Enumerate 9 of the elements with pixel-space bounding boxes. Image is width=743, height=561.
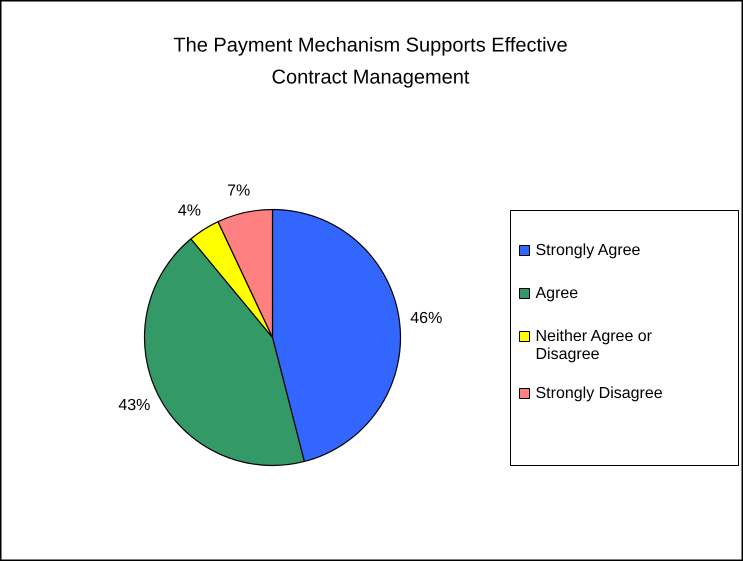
legend-label: Neither Agree or Disagree xyxy=(536,328,653,363)
data-label: 43% xyxy=(118,397,150,414)
legend-label: Strongly Disagree xyxy=(536,385,663,402)
data-label: 4% xyxy=(178,202,202,220)
data-label: 7% xyxy=(227,182,250,200)
chart-title: The Payment Mechanism Supports Effective Contract Management xyxy=(173,34,568,88)
legend-label: Strongly Agree xyxy=(536,242,641,259)
data-label: 46% xyxy=(410,310,442,328)
legend-label: Agree xyxy=(536,285,578,302)
